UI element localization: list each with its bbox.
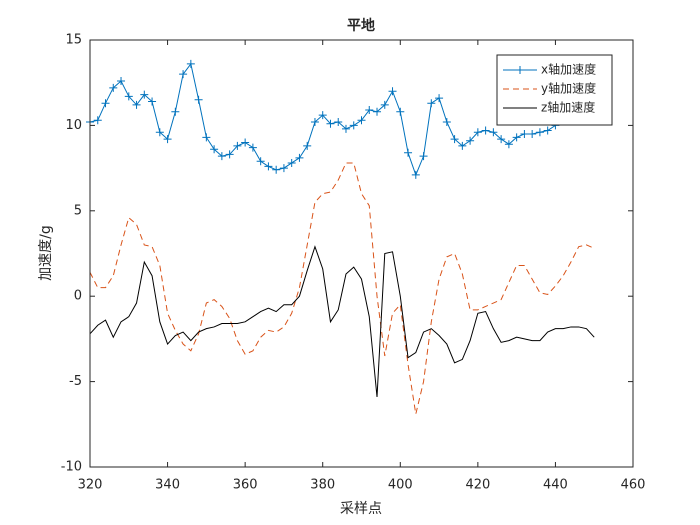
marker	[341, 124, 350, 133]
marker	[497, 135, 506, 144]
marker	[365, 106, 374, 115]
marker	[458, 141, 467, 150]
marker	[233, 141, 242, 150]
chart-title: 平地	[347, 17, 375, 34]
marker	[101, 99, 110, 108]
x-tick-label: 400	[388, 478, 413, 493]
marker	[442, 117, 451, 126]
legend-label: z轴加速度	[541, 100, 595, 115]
x-tick-label: 340	[155, 478, 180, 493]
marker	[481, 126, 490, 135]
marker	[419, 152, 428, 161]
x-tick-label: 320	[78, 478, 103, 493]
x-axis-label: 采样点	[340, 501, 382, 517]
marker	[489, 128, 498, 137]
axes-box	[89, 39, 634, 468]
marker	[287, 158, 296, 167]
marker	[326, 119, 335, 128]
marker	[140, 90, 149, 99]
marker	[373, 107, 382, 116]
marker	[520, 129, 529, 138]
series-line	[89, 62, 595, 177]
marker	[155, 128, 164, 137]
legend-box	[496, 54, 613, 126]
marker	[117, 76, 126, 85]
marker	[148, 97, 157, 106]
marker	[256, 157, 265, 166]
marker	[241, 138, 250, 147]
marker	[179, 70, 188, 79]
marker	[186, 59, 195, 68]
marker	[132, 100, 141, 109]
legend-marker	[516, 66, 524, 74]
series-line	[89, 162, 595, 415]
marker	[388, 87, 397, 96]
marker	[303, 141, 312, 150]
legend-label: x轴加速度	[541, 62, 596, 77]
marker	[310, 117, 319, 126]
marker	[210, 145, 219, 154]
y-tick-label: -5	[69, 374, 82, 389]
x-tick-label: 380	[310, 478, 335, 493]
y-tick-label: 5	[74, 203, 82, 218]
marker	[427, 99, 436, 108]
y-tick-label: 10	[65, 118, 82, 133]
marker	[124, 92, 133, 101]
marker	[171, 107, 180, 116]
marker	[194, 95, 203, 104]
marker	[93, 116, 102, 125]
marker	[264, 162, 273, 171]
marker	[272, 165, 281, 174]
marker	[528, 129, 537, 138]
marker	[295, 153, 304, 162]
marker	[404, 148, 413, 157]
marker	[504, 140, 513, 149]
x-tick-label: 440	[543, 478, 568, 493]
legend-label: y轴加速度	[541, 81, 596, 96]
y-tick-label: 0	[74, 289, 82, 304]
marker	[217, 152, 226, 161]
marker	[435, 94, 444, 103]
marker	[248, 143, 257, 152]
marker	[535, 128, 544, 137]
series-line	[89, 245, 595, 398]
marker	[349, 121, 358, 130]
marker	[466, 136, 475, 145]
marker	[357, 116, 366, 125]
marker	[318, 111, 327, 120]
marker	[202, 133, 211, 142]
marker	[450, 135, 459, 144]
marker	[473, 128, 482, 137]
marker	[411, 170, 420, 179]
y-tick-label: -10	[61, 460, 82, 475]
y-tick-label: 15	[65, 33, 82, 48]
x-tick-label: 460	[621, 478, 646, 493]
marker	[225, 150, 234, 159]
marker	[380, 100, 389, 109]
marker	[396, 107, 405, 116]
x-tick-label: 420	[465, 478, 490, 493]
marker	[512, 133, 521, 142]
marker	[279, 164, 288, 173]
marker	[543, 126, 552, 135]
y-axis-label: 加速度/g	[38, 225, 54, 281]
marker	[163, 135, 172, 144]
marker	[334, 117, 343, 126]
x-tick-label: 360	[233, 478, 258, 493]
marker	[109, 83, 118, 92]
